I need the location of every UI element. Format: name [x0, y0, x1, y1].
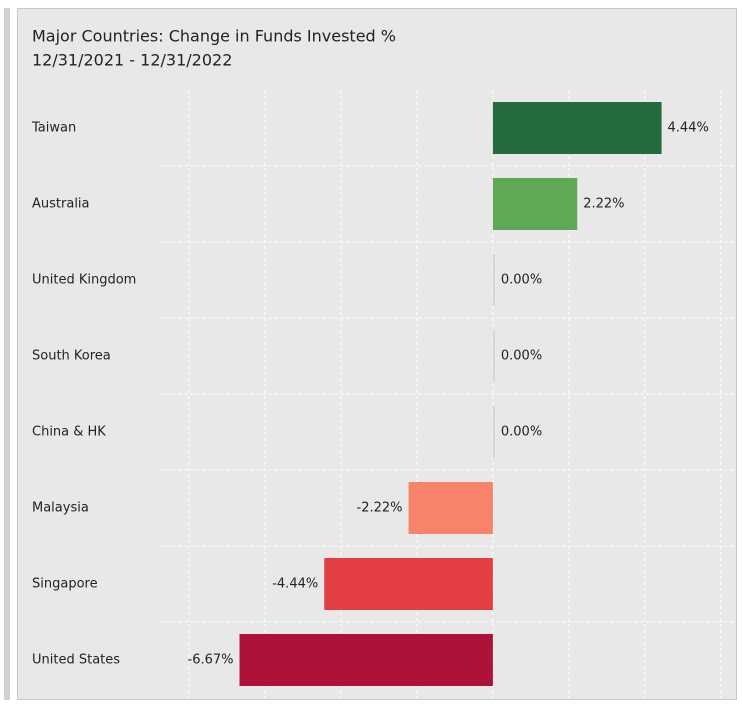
value-label: 4.44%: [668, 121, 709, 136]
value-label: -6.67%: [188, 653, 234, 668]
bar: [324, 558, 493, 610]
side-strip: [4, 8, 10, 700]
y-tick-label: Taiwan: [31, 121, 76, 136]
value-label: 0.00%: [501, 273, 542, 288]
bar: [492, 254, 495, 306]
value-label: 0.00%: [501, 425, 542, 440]
value-label: 0.00%: [501, 349, 542, 364]
chart-title: Major Countries: Change in Funds Investe…: [32, 27, 396, 46]
y-tick-label: China & HK: [32, 425, 106, 440]
value-label: -4.44%: [272, 577, 318, 592]
bar: [492, 406, 495, 458]
value-label: -2.22%: [357, 501, 403, 516]
y-tick-label: United Kingdom: [32, 273, 136, 288]
y-tick-label: Singapore: [32, 577, 98, 592]
bar: [492, 330, 495, 382]
y-tick-label: Malaysia: [32, 501, 89, 516]
y-tick-label: South Korea: [32, 349, 111, 364]
bar: [408, 482, 493, 534]
bar: [492, 178, 578, 230]
value-label: 2.22%: [583, 197, 624, 212]
bar: [492, 102, 662, 154]
bar: [239, 634, 493, 686]
y-tick-label: United States: [32, 653, 120, 668]
chart-subtitle: 12/31/2021 - 12/31/2022: [32, 51, 232, 70]
y-tick-label: Australia: [32, 197, 90, 212]
